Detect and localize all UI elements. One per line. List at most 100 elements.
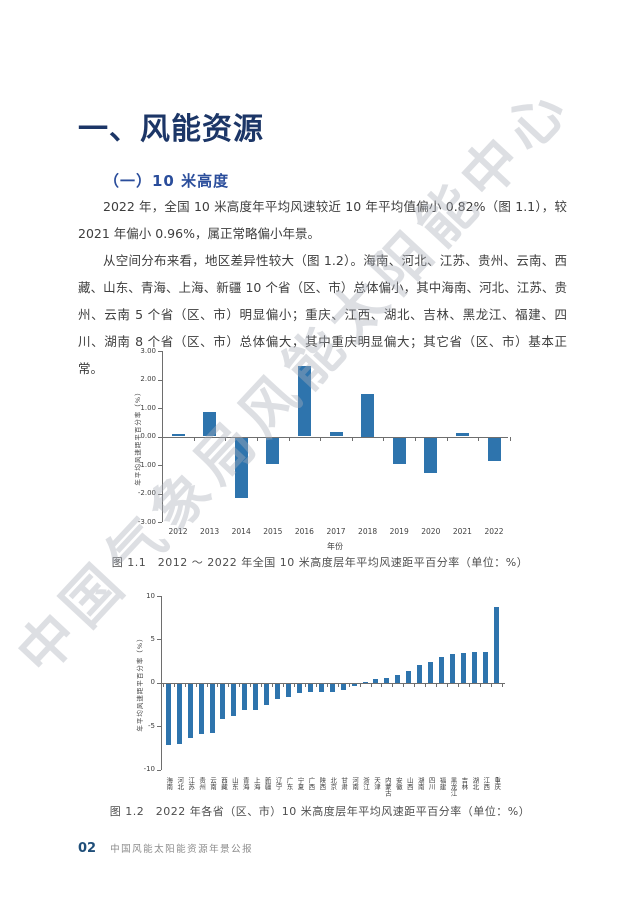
- x-axis-line: [162, 436, 508, 438]
- figure-1-2-bar-chart: 10 5 0 -5 -10 海南 河北 江苏 贵州 云南 西藏 山东 青海 上海 新疆 辽宁 广东 宁夏 广西 陕西北…: [90, 590, 560, 822]
- bar: [266, 437, 280, 464]
- body-text: 2022 年，全国 10 米高度年平均风速较近 10 年平均值偏小 0.82%（…: [78, 193, 567, 382]
- x-category-label: 云南: [208, 777, 217, 790]
- bar: [460, 653, 466, 683]
- x-category-label: 广东: [285, 777, 294, 790]
- x-axis-tick: [272, 682, 274, 687]
- y-tick-label: -2.00: [137, 489, 156, 497]
- x-axis-tick: [184, 682, 186, 687]
- y-tick-label: 2.00: [140, 375, 156, 383]
- x-axis-tick: [478, 436, 480, 441]
- x-category-label: 湖北: [470, 777, 479, 790]
- x-axis-tick: [383, 436, 385, 441]
- bar: [242, 683, 248, 710]
- x-axis-tick: [206, 682, 208, 687]
- x-axis-tick: [392, 682, 394, 687]
- bar: [406, 670, 412, 683]
- x-category-label: 福建: [438, 777, 447, 790]
- x-category-label: 江苏: [186, 777, 195, 790]
- x-category-label: 甘肃: [339, 777, 348, 790]
- x-axis-tick: [447, 682, 448, 687]
- y-axis-title: 年平均风速距平百分率（%）: [136, 634, 144, 732]
- x-axis-tick: [304, 682, 306, 687]
- x-axis-tick: [446, 436, 448, 441]
- x-axis-tick: [239, 682, 241, 687]
- y-tick-label: 5: [150, 634, 155, 643]
- y-axis-tick: [158, 436, 162, 438]
- bar: [362, 681, 368, 683]
- x-category-label: 海南: [164, 777, 173, 790]
- x-category-label: 2021: [452, 527, 472, 536]
- y-axis-tick: [158, 493, 162, 495]
- x-category-label: 西藏: [219, 777, 228, 790]
- x-category-label: 贵州: [197, 777, 206, 790]
- x-axis-tick: [173, 682, 175, 687]
- bar: [253, 683, 259, 710]
- y-tick-label: 0.00: [140, 432, 156, 440]
- bar: [417, 664, 423, 683]
- y-tick-label: -10: [143, 765, 155, 774]
- x-category-label: 2022: [484, 527, 504, 536]
- y-axis-tick: [158, 522, 162, 523]
- x-category-label: 2017: [326, 527, 346, 536]
- bar: [165, 683, 171, 745]
- x-axis-title: 年份: [327, 542, 343, 551]
- bar: [329, 431, 343, 437]
- x-axis-tick: [425, 682, 427, 687]
- bar: [275, 683, 281, 700]
- x-category-label: 宁夏: [295, 777, 304, 790]
- x-axis-tick: [195, 682, 197, 687]
- paragraph-1: 2022 年，全国 10 米高度年平均风速较近 10 年平均值偏小 0.82%（…: [78, 199, 567, 241]
- bar: [209, 683, 215, 734]
- bar: [307, 683, 313, 692]
- bar: [392, 437, 406, 464]
- bar: [384, 677, 390, 683]
- x-axis-tick: [162, 682, 164, 687]
- bar: [171, 434, 185, 437]
- y-axis-tick: [157, 596, 161, 597]
- y-tick-label: -3.00: [137, 517, 156, 526]
- x-category-label: 湖南: [416, 777, 425, 790]
- x-axis-tick: [403, 682, 405, 687]
- x-category-label: 陕西: [317, 777, 326, 790]
- x-category-label: 吉林: [459, 777, 468, 790]
- bar: [449, 654, 455, 683]
- y-axis-tick: [158, 351, 162, 352]
- bar: [471, 652, 477, 683]
- x-axis-tick: [415, 436, 416, 441]
- x-category-label: 新疆: [263, 777, 272, 790]
- x-axis-tick: [228, 682, 230, 687]
- y-axis-tick: [157, 726, 161, 728]
- bar: [220, 683, 226, 719]
- bar: [234, 437, 248, 498]
- x-axis-tick: [457, 682, 459, 687]
- x-category-label: 河北: [175, 777, 184, 790]
- x-axis-line: [161, 682, 505, 684]
- x-axis-tick: [217, 682, 219, 687]
- x-axis-tick: [162, 436, 164, 441]
- bar: [351, 683, 357, 686]
- x-category-label: 黑龙江: [448, 777, 457, 797]
- y-axis-tick: [158, 379, 162, 381]
- bar: [482, 652, 488, 683]
- bar: [395, 674, 401, 683]
- x-axis-tick: [261, 682, 263, 687]
- y-axis-title: 年平均风速距平百分率（%）: [134, 387, 142, 486]
- x-axis-tick: [501, 682, 503, 687]
- bar: [493, 607, 499, 683]
- bar: [264, 683, 270, 706]
- x-category-label: 广西: [306, 777, 315, 790]
- x-axis-tick: [225, 436, 227, 441]
- x-category-label: 天津: [372, 777, 381, 790]
- y-tick-label: -5: [148, 721, 155, 730]
- y-axis-tick: [158, 465, 162, 466]
- bar: [296, 683, 302, 694]
- x-category-label: 2019: [389, 527, 409, 536]
- x-axis-tick: [320, 436, 322, 441]
- bar: [361, 393, 375, 437]
- x-category-label: 青海: [241, 777, 250, 790]
- x-axis-tick: [250, 682, 252, 687]
- x-category-label: 内蒙古: [383, 777, 392, 797]
- bar: [187, 683, 193, 738]
- bar: [286, 683, 292, 697]
